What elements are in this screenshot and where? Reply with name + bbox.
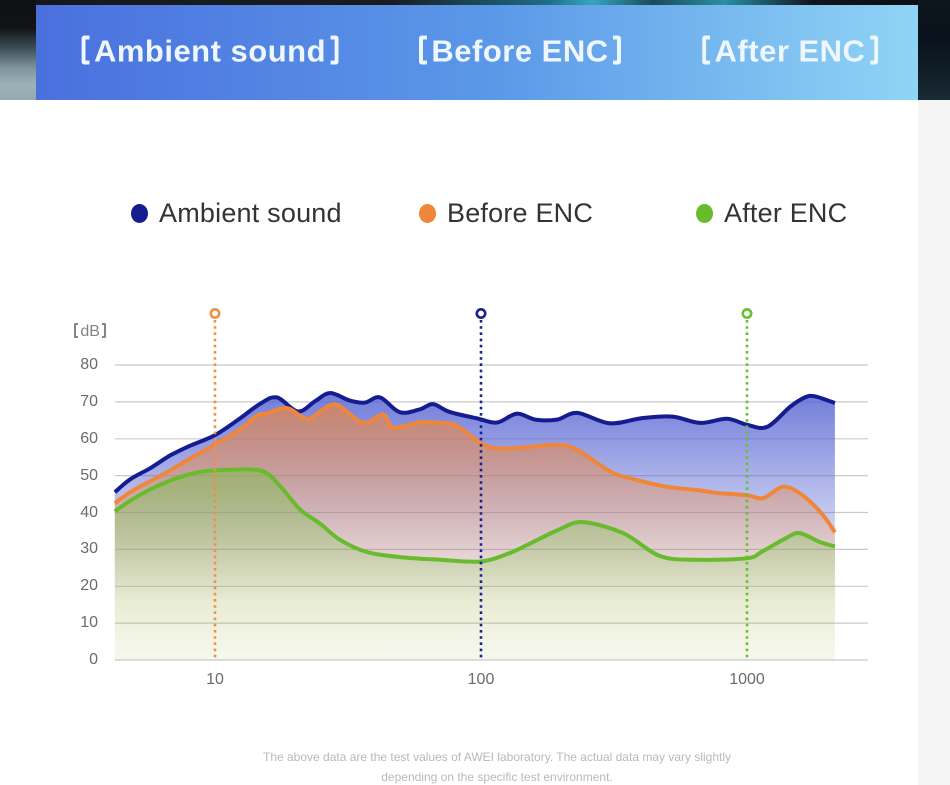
series-area-after-enc [114, 469, 835, 660]
legend-label: Ambient sound [159, 197, 342, 228]
legend-label: Before ENC [447, 197, 594, 228]
left-bracket-glyph [418, 35, 428, 65]
y-axis-unit-label: dB [74, 323, 107, 341]
left-bracket-glyph [81, 35, 90, 65]
series-line-after-enc [113, 467, 836, 564]
right-bracket-glyph [102, 323, 107, 338]
right-bracket-glyph [869, 35, 878, 65]
series-line-ambient-sound [113, 390, 836, 494]
banner-label-before-enc: Before ENC [418, 33, 622, 69]
background-photo-left [0, 0, 36, 100]
left-bracket-glyph [74, 323, 79, 338]
right-bracket-glyph [330, 35, 339, 65]
legend-item-ambient-sound: Ambient sound [131, 197, 342, 228]
background-photo-top [36, 0, 918, 5]
series-line-before-enc [113, 402, 837, 534]
series-area-ambient-sound [114, 392, 835, 660]
x-tick-label: 100 [467, 671, 495, 688]
banner-label-after-enc: After ENC [702, 33, 878, 69]
before-enc-legend-dot [419, 203, 436, 223]
left-bracket-glyph [702, 35, 711, 65]
y-tick-label: 80 [80, 356, 98, 373]
x-tick-label: 1000 [729, 671, 765, 688]
y-tick-label: 20 [80, 577, 98, 595]
legend-item-after-enc: After ENC [696, 197, 848, 228]
y-tick-label: 50 [80, 466, 98, 484]
ambient-sound-legend-dot [131, 203, 148, 223]
legend-item-before-enc: Before ENC [419, 197, 594, 228]
right-bracket-glyph [612, 35, 622, 65]
footer-note-line2: depending on the specific test environme… [381, 770, 613, 784]
page-background-strip [918, 100, 950, 785]
guide-marker [741, 307, 753, 319]
banner-label-ambient-sound: Ambient sound [81, 33, 339, 69]
y-tick-label: 70 [80, 392, 98, 410]
guide-marker [475, 307, 487, 319]
y-tick-label: 40 [80, 503, 98, 521]
y-tick-label: 10 [80, 614, 98, 632]
legend-label: After ENC [724, 197, 848, 228]
y-tick-label: 0 [89, 651, 98, 668]
y-tick-label: 60 [80, 429, 98, 447]
header-photo: Ambient sound Before ENC After ENC [0, 0, 950, 100]
series-area-before-enc [114, 404, 835, 660]
footer-note: The above data are the test values of AW… [22, 747, 950, 785]
footer-note-line1: The above data are the test values of AW… [262, 750, 732, 764]
after-enc-legend-dot [696, 203, 713, 223]
background-photo-right [918, 0, 950, 100]
guide-marker [209, 307, 221, 319]
enc-banner: Ambient sound Before ENC After ENC [36, 5, 918, 100]
y-tick-label: 30 [80, 540, 98, 558]
x-tick-label: 10 [206, 671, 224, 688]
